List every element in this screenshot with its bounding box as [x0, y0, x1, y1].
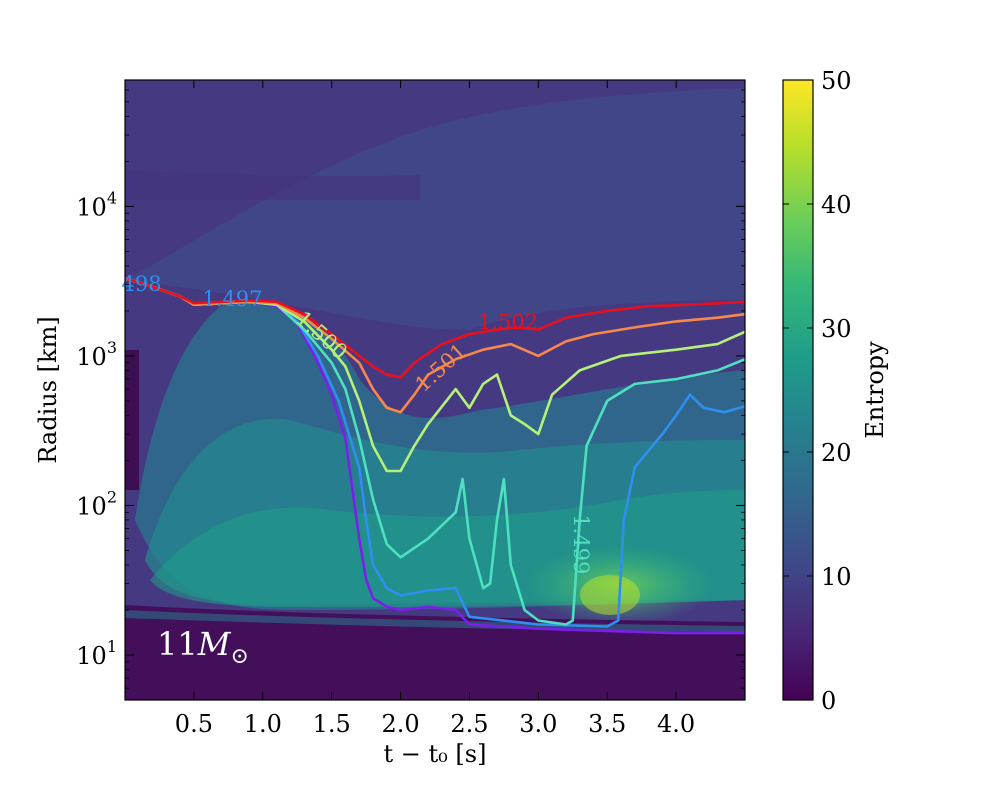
- svg-text:11M⊙: 11M⊙: [157, 625, 249, 669]
- contour-label: 498: [121, 272, 161, 296]
- x-axis-ticks: 0.5 1.0 1.5 2.0 2.5 3.0 3.5 4.0: [175, 80, 695, 738]
- colorbar: 0 10 20 30 40 50 Entropy: [782, 67, 889, 715]
- colorbar-tick-label: 40: [821, 191, 852, 219]
- x-tick-label: 3.5: [588, 710, 626, 738]
- mass-value: 11: [157, 625, 198, 663]
- x-tick-label: 3.0: [519, 710, 557, 738]
- plot-frame: [124, 79, 746, 701]
- x-tick-label: 2.0: [381, 710, 419, 738]
- colorbar-label: Entropy: [861, 341, 889, 439]
- contour-label: 1.499: [569, 514, 593, 574]
- colorbar-tick-label: 10: [821, 563, 852, 591]
- colorbar-tick-label: 20: [821, 439, 852, 467]
- x-tick-label: 1.0: [244, 710, 282, 738]
- solar-subscript: ⊙: [230, 644, 248, 669]
- x-tick-label: 0.5: [175, 710, 213, 738]
- contour-layer: [125, 277, 745, 635]
- y-axis-ticks: 101 102 103 104: [76, 79, 745, 701]
- mass-symbol: M: [197, 625, 232, 663]
- x-tick-label: 4.0: [657, 710, 695, 738]
- colorbar-tick-label: 30: [821, 315, 852, 343]
- x-tick-label: 2.5: [450, 710, 488, 738]
- y-axis-label: Radius [km]: [34, 316, 62, 463]
- colorbar-tick-label: 0: [821, 687, 836, 715]
- mass-annotation: 11M⊙: [157, 625, 249, 669]
- colorbar-gradient: [782, 79, 814, 701]
- colorbar-tick-label: 50: [821, 67, 852, 95]
- y-tick-label: 101: [76, 637, 117, 670]
- y-tick-label: 104: [76, 188, 117, 221]
- entropy-heatmap: [125, 80, 745, 700]
- y-tick-label: 103: [76, 338, 117, 371]
- contour-label: 1.502: [478, 310, 538, 334]
- x-axis-label: t − t₀ [s]: [384, 740, 487, 768]
- y-tick-label: 102: [76, 487, 117, 520]
- x-tick-label: 1.5: [313, 710, 351, 738]
- contour-1.502: [125, 277, 745, 379]
- contour-label: 1.497: [202, 287, 262, 311]
- colorbar-ticks: 0 10 20 30 40 50: [783, 67, 852, 715]
- contour-1.501: [125, 277, 745, 414]
